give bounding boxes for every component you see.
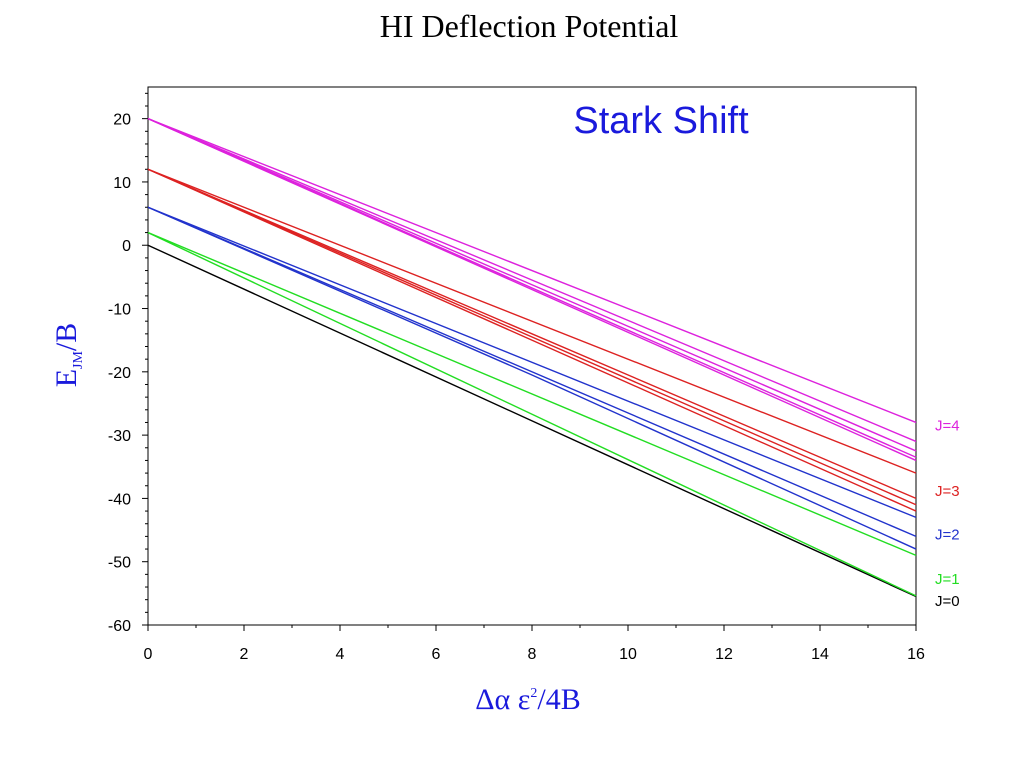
series-line-j2-5 — [147, 206, 917, 519]
series-label-j4: J=4 — [935, 418, 960, 435]
series-line-j3-8 — [147, 168, 917, 500]
series-label-j3: J=3 — [935, 483, 960, 500]
series-line-j3-7 — [147, 168, 917, 506]
x-axis-title-main: Δα ε — [475, 683, 530, 716]
series-label-j1: J=1 — [935, 571, 960, 588]
x-tick-label: 4 — [336, 646, 345, 663]
series-line-j4-12 — [147, 118, 917, 452]
series-line-j0-0 — [147, 244, 917, 598]
x-tick-label: 8 — [528, 646, 537, 663]
x-axis-title-sup: 2 — [530, 686, 537, 701]
x-tick-label: 2 — [240, 646, 249, 663]
y-tick-label: -50 — [108, 555, 131, 572]
series-labels: J=4 J=3 J=2 J=1 J=0 — [935, 418, 960, 610]
y-axis-title: EJM/B — [50, 323, 86, 388]
y-tick-label: -10 — [108, 302, 131, 319]
x-axis-title-rest: /4B — [537, 683, 580, 716]
x-axis-title: Δα ε2/4B — [475, 683, 580, 716]
series-line-j2-3 — [147, 206, 917, 550]
series-line-j2-4 — [147, 206, 917, 538]
x-tick-label: 10 — [619, 646, 637, 663]
y-axis-title-rest: /B — [50, 323, 83, 351]
y-tick-label: -60 — [108, 618, 131, 635]
series-line-j1-2 — [147, 231, 917, 557]
x-tick-label: 12 — [715, 646, 733, 663]
series-line-j4-13 — [147, 118, 917, 443]
series-label-j2: J=2 — [935, 526, 960, 543]
y-tick-label: 10 — [113, 175, 131, 192]
x-tick-label: 14 — [811, 646, 829, 663]
y-tick-label: -30 — [108, 428, 131, 445]
chart-title: HI Deflection Potential — [380, 8, 679, 44]
x-axis: 0 2 4 6 8 10 12 14 16 — [144, 625, 925, 663]
x-tick-label: 16 — [907, 646, 925, 663]
y-tick-label: 20 — [113, 112, 131, 129]
series-line-j4-11 — [147, 118, 917, 458]
x-tick-label: 6 — [432, 646, 441, 663]
series-line-j3-6 — [147, 168, 917, 512]
y-axis-title-main: E — [50, 369, 83, 387]
y-tick-label: -40 — [108, 491, 131, 508]
y-tick-label: -20 — [108, 365, 131, 382]
y-axis-title-sub: JM — [71, 351, 86, 369]
series-line-j4-14 — [147, 117, 917, 424]
series-line-j3-9 — [147, 168, 917, 474]
stark-shift-annotation: Stark Shift — [573, 100, 749, 142]
x-tick-label: 0 — [144, 646, 153, 663]
series-line-j1-1 — [147, 231, 917, 597]
series-lines — [147, 117, 917, 598]
y-axis: 20 10 0 -10 -20 -30 -40 -50 -60 — [108, 92, 148, 635]
series-label-j0: J=0 — [935, 593, 960, 610]
y-tick-label: 0 — [122, 238, 131, 255]
